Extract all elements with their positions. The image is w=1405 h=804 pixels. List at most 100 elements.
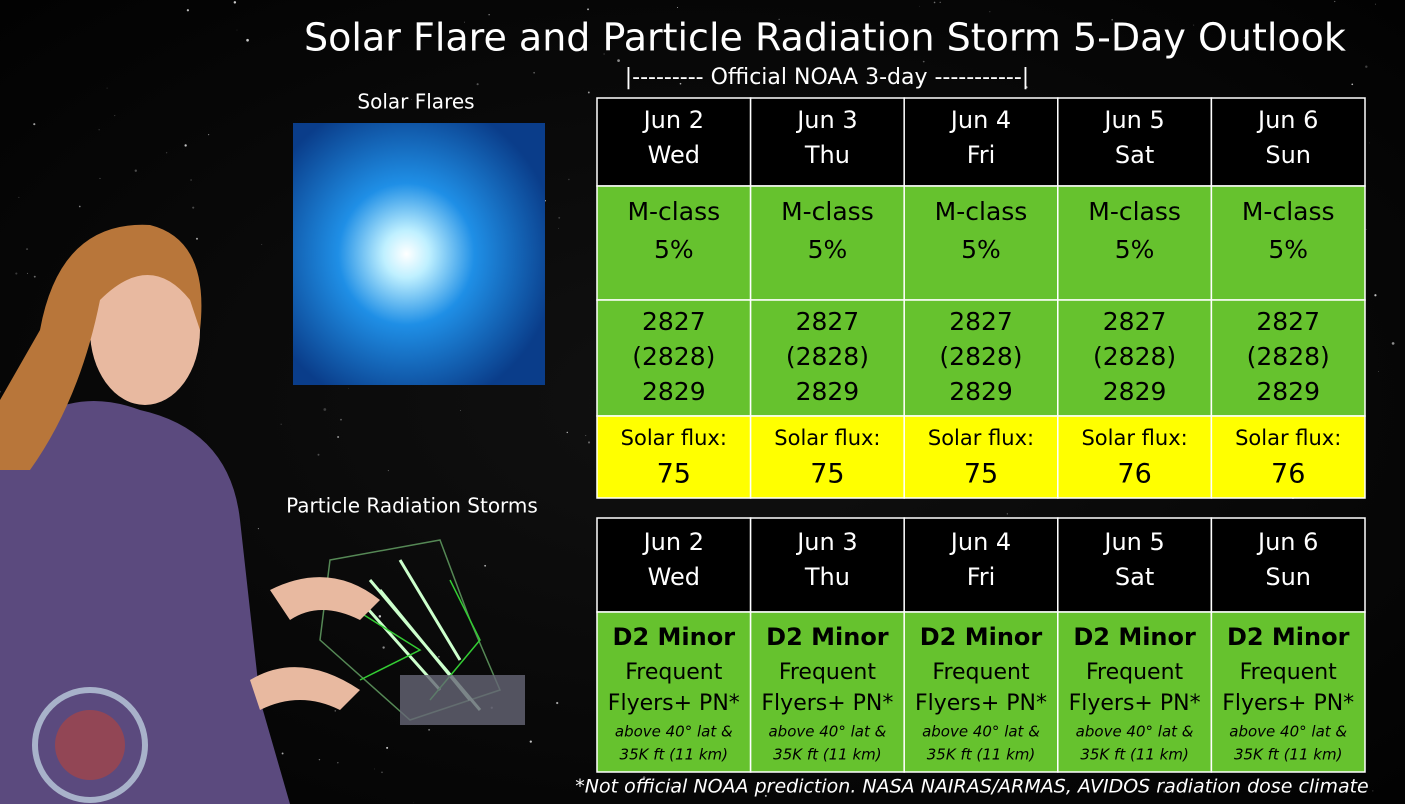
cell-text: Solar flux:: [1235, 426, 1341, 450]
cell-text: 5%: [961, 235, 1001, 264]
cell-text: Thu: [804, 563, 850, 591]
star: [318, 758, 321, 761]
cell-text: 35K ft (11 km): [773, 746, 881, 764]
cell-text: Solar flux:: [621, 426, 727, 450]
table-cell: [596, 517, 752, 613]
star: [186, 9, 190, 12]
cell-text: Wed: [648, 563, 700, 591]
star: [340, 418, 342, 421]
table-cell: [1057, 415, 1213, 499]
tables: Jun 2 Wed M-class 5% 2827 (2828) 2829 Solar flu…: [596, 97, 1366, 773]
cell-text: M-class: [1242, 197, 1335, 226]
star: [460, 409, 462, 411]
cell-text: 2827: [796, 307, 860, 336]
table-cell: [749, 415, 905, 499]
table-cell: [903, 97, 1059, 187]
star: [233, 1, 237, 4]
star: [378, 615, 382, 618]
table-cell: [1210, 97, 1366, 187]
table-cell: [749, 299, 905, 417]
cell-text: 2827: [1103, 307, 1167, 336]
cell-text: 35K ft (11 km): [927, 746, 1035, 764]
table-cell: [749, 517, 905, 613]
cell-text: 75: [810, 459, 844, 490]
cell-text: 75: [657, 459, 691, 490]
star: [184, 144, 187, 147]
cell-text: Jun 6: [1256, 528, 1318, 556]
cell-text: Fri: [967, 141, 996, 169]
cell-text: M-class: [781, 197, 874, 226]
cell-text: (2828): [786, 342, 869, 371]
star: [488, 14, 490, 16]
table-cell: [596, 611, 752, 773]
cell-text: 5%: [1268, 235, 1308, 264]
star: [317, 453, 320, 456]
star: [406, 497, 409, 499]
cell-text: above 40° lat &: [1229, 723, 1347, 741]
cell-text: Frequent: [1086, 660, 1184, 685]
cell-text: above 40° lat &: [922, 723, 1040, 741]
star: [875, 68, 878, 71]
star: [568, 178, 570, 181]
star: [1378, 371, 1379, 372]
cell-text: 76: [1271, 459, 1305, 490]
star: [764, 794, 767, 797]
star: [939, 1, 941, 3]
cell-text: above 40° lat &: [768, 723, 886, 741]
cell-text: Jun 2: [642, 106, 704, 134]
star: [386, 746, 389, 749]
cell-text: above 40° lat &: [615, 723, 733, 741]
star: [558, 227, 559, 229]
star: [134, 169, 137, 172]
cell-text: Sun: [1265, 563, 1311, 591]
star: [246, 38, 249, 42]
table-cell: [903, 415, 1059, 499]
cell-text: D2 Minor: [766, 623, 889, 651]
cell-text: Solar flux:: [928, 426, 1034, 450]
star: [529, 740, 532, 743]
cell-text: 5%: [808, 235, 848, 264]
star: [585, 435, 587, 437]
solar-flare-image: [293, 123, 545, 385]
table-cell: [1057, 299, 1213, 417]
star: [603, 53, 605, 55]
cell-text: D2 Minor: [1073, 623, 1196, 651]
star: [676, 7, 678, 9]
cell-text: (2828): [939, 342, 1022, 371]
cell-text: Thu: [804, 141, 850, 169]
cell-text: Frequent: [625, 660, 723, 685]
star: [533, 71, 535, 74]
footnote: *Not official NOAA prediction. NASA NAIR…: [575, 776, 1368, 798]
image-label: Solar Flares: [357, 90, 474, 114]
table-cell: [1210, 185, 1366, 301]
star: [870, 79, 871, 81]
cell-text: D2 Minor: [613, 623, 736, 651]
star: [337, 762, 339, 764]
cell-text: Frequent: [932, 660, 1030, 685]
cell-text: Jun 4: [949, 528, 1011, 556]
table-cell: [1057, 185, 1213, 301]
star: [391, 36, 395, 39]
cell-text: 2829: [796, 377, 860, 406]
star: [387, 470, 389, 472]
star: [778, 18, 780, 21]
star: [1365, 65, 1368, 68]
star: [165, 152, 168, 154]
star: [411, 98, 413, 100]
star: [484, 564, 487, 567]
star: [919, 5, 920, 7]
cell-text: 76: [1117, 459, 1151, 490]
table-cell: [749, 97, 905, 187]
table-cell: [903, 185, 1059, 301]
cell-text: Flyers+ PN*: [1222, 691, 1354, 716]
star: [544, 200, 546, 202]
star: [0, 390, 1, 393]
subtitle: |--------- Official NOAA 3-day ---------…: [625, 65, 1029, 90]
star: [334, 710, 337, 712]
cell-text: 2829: [642, 377, 706, 406]
image-label: Particle Radiation Storms: [286, 494, 538, 518]
star: [1368, 142, 1370, 144]
star: [670, 786, 673, 789]
star: [989, 11, 991, 13]
star: [1025, 86, 1028, 89]
